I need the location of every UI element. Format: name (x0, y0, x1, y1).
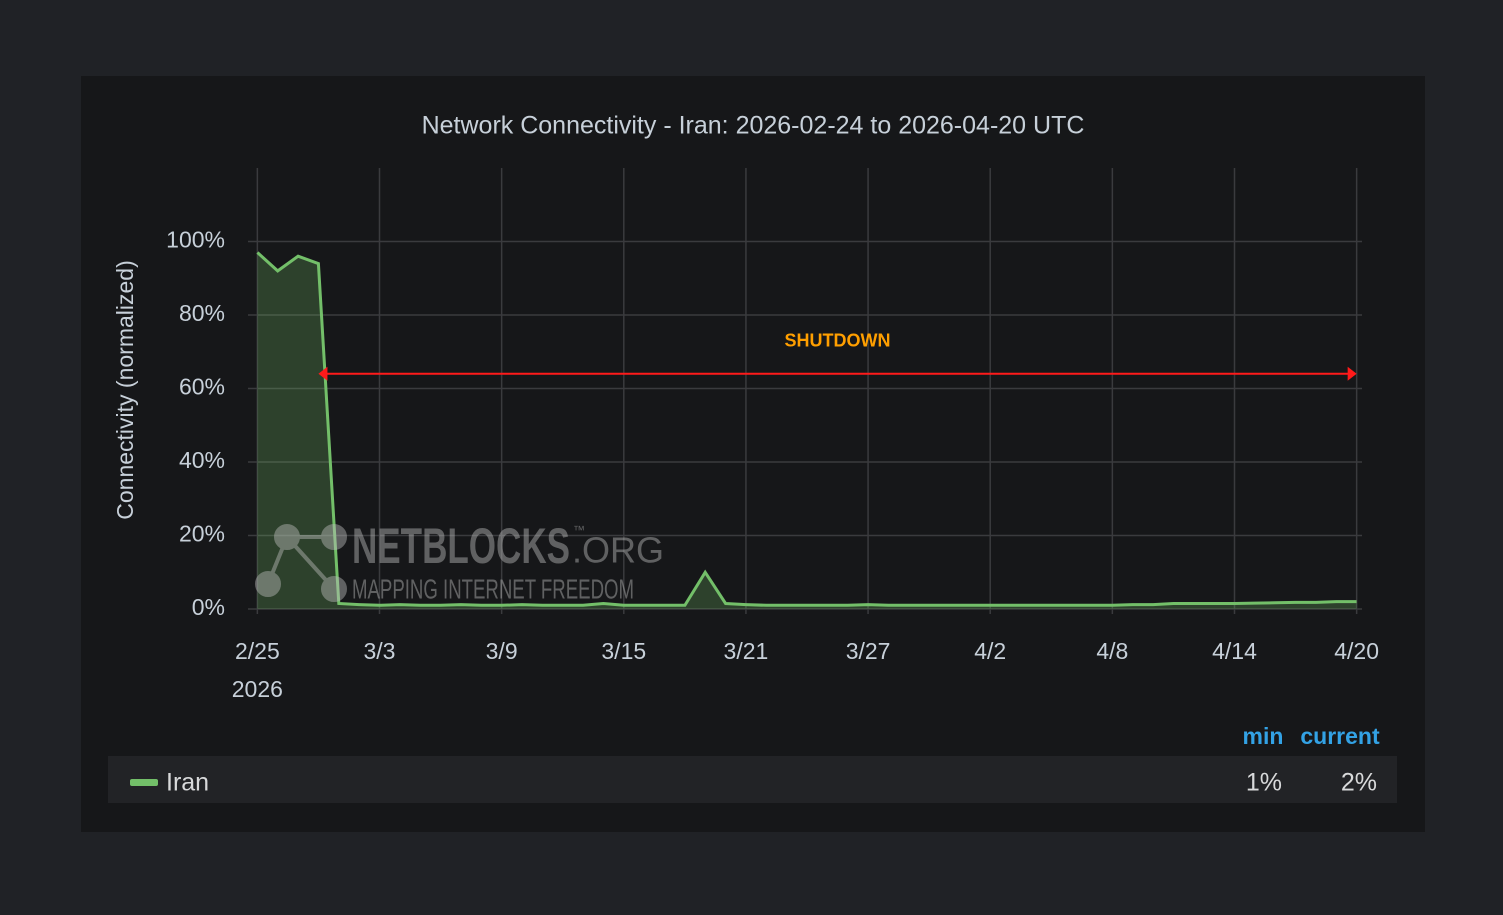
y-axis-label: Connectivity (normalized) (112, 260, 138, 519)
watermark-suffix: .ORG (572, 530, 664, 571)
x-tick-label: 3/21 (724, 638, 769, 664)
x-year-label: 2026 (232, 676, 283, 702)
plot: SHUTDOWN (256, 251, 1357, 609)
annotation-text: SHUTDOWN (785, 331, 891, 351)
y-tick-label: 80% (179, 300, 225, 326)
y-tick-label: 100% (166, 227, 225, 253)
legend-swatch[interactable] (130, 779, 158, 786)
line (256, 251, 1357, 607)
legend-value: 1% (1246, 769, 1282, 797)
legend-row (108, 756, 1397, 803)
watermark-tm: ™ (573, 523, 585, 537)
x-tick-label: 3/3 (364, 638, 396, 664)
arrow-head (1347, 366, 1357, 381)
y-tick-label: 60% (179, 374, 225, 400)
x-tick-label: 4/20 (1334, 638, 1379, 664)
legend-column: min (1243, 723, 1284, 749)
grid: 0% 20% 40% 60% 80% 100% 2/25 2026 3/3 3/9 3/15 3/21… (166, 168, 1379, 702)
watermark: NETBLOCKS .ORG ™ MAPPING INTERNET FREEDO… (255, 518, 664, 604)
watermark-logo (255, 524, 347, 602)
chart-title: Network Connectivity - Iran: 2026-02-24 … (422, 112, 1085, 140)
x-tick-label: 3/27 (846, 638, 891, 664)
arrow-head (318, 366, 328, 381)
x-tick-label: 3/9 (486, 638, 518, 664)
x-tick-label: 4/2 (974, 638, 1006, 664)
panel (81, 76, 1425, 832)
y-tick-label: 20% (179, 521, 225, 547)
legend-value: 2% (1341, 769, 1377, 797)
legend-label[interactable]: Iran (166, 769, 209, 797)
x-tick-label: 3/15 (601, 638, 646, 664)
watermark-tagline: MAPPING INTERNET FREEDOM (352, 573, 634, 604)
x-tick-label: 4/14 (1212, 638, 1257, 664)
watermark-name: NETBLOCKS (352, 518, 570, 574)
legend-column: current (1300, 723, 1380, 749)
x-tick-label: 2/25 (235, 638, 280, 664)
y-tick-label: 0% (192, 594, 225, 620)
x-tick-label: 4/8 (1096, 638, 1128, 664)
y-tick-label: 40% (179, 447, 225, 473)
